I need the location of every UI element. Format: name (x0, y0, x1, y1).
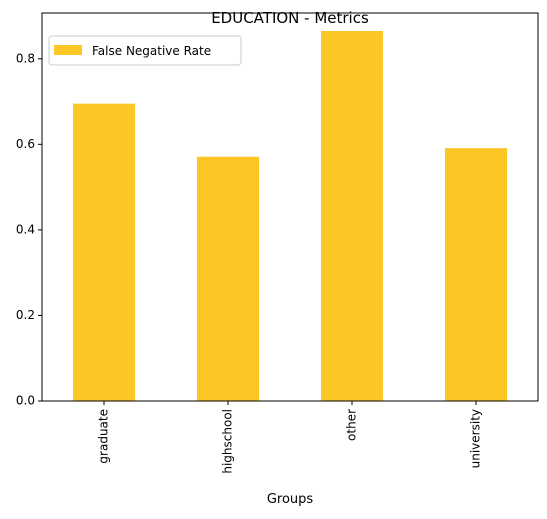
legend-frame (48, 35, 242, 66)
x-axis-label: Groups (267, 492, 314, 507)
x-tick-label: highschool (221, 409, 235, 474)
y-tick-label: 0.0 (16, 394, 35, 408)
bar-university (445, 148, 507, 401)
chart-title: EDUCATION - Metrics (211, 9, 369, 27)
legend-label: False Negative Rate (92, 44, 211, 58)
legend-swatch (54, 45, 82, 55)
y-tick-label: 0.6 (16, 137, 35, 151)
plot-frame (41, 12, 539, 402)
x-tick-label: other (345, 409, 359, 441)
y-axis: 0.0 0.2 0.4 0.6 0.8 (16, 51, 42, 408)
y-tick-label: 0.2 (16, 308, 35, 322)
bar-highschool (197, 156, 259, 401)
y-tick-label: 0.4 (16, 222, 35, 236)
legend: False Negative Rate (48, 35, 242, 66)
x-tick-label: graduate (97, 409, 111, 464)
x-axis: graduate highschool other university (97, 401, 483, 474)
x-tick-label: university (469, 409, 483, 468)
y-tick-label: 0.8 (16, 51, 35, 65)
bar-other (321, 30, 383, 402)
bar-graduate (73, 103, 135, 401)
bars-group (73, 30, 507, 402)
